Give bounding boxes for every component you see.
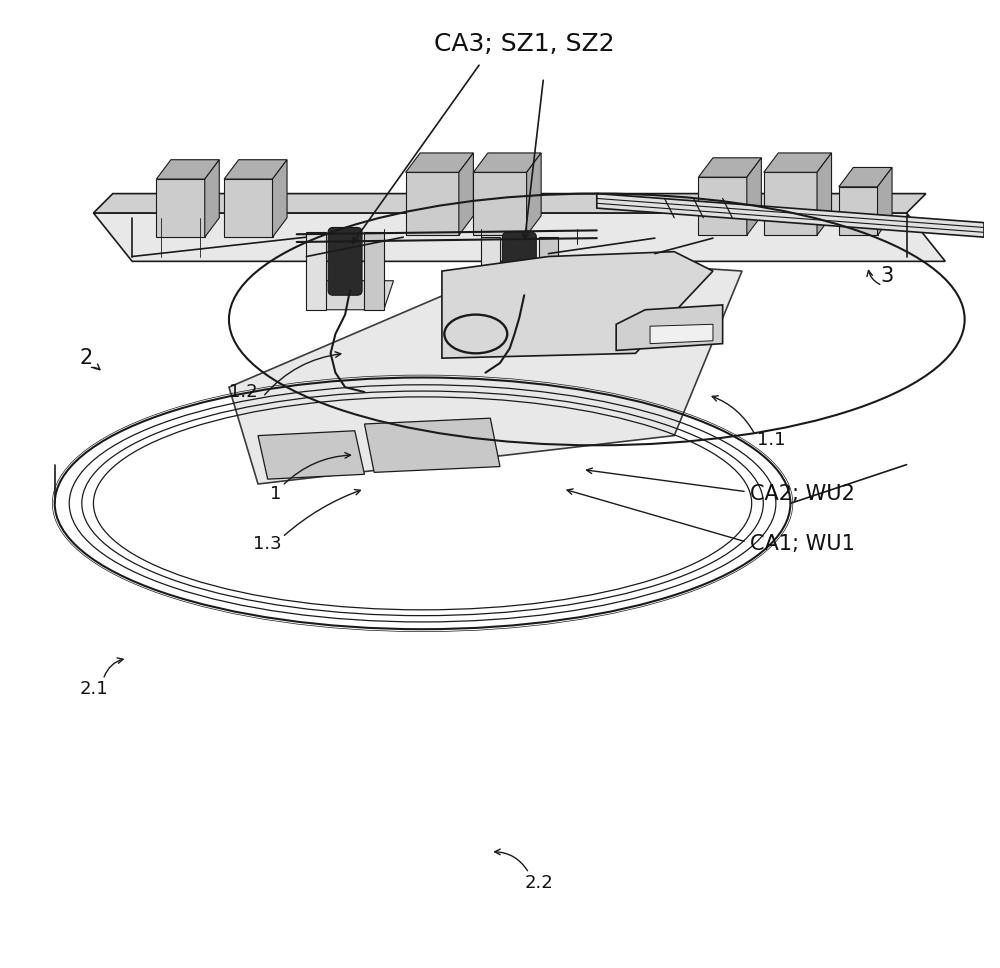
Polygon shape [224, 179, 273, 237]
Polygon shape [597, 194, 984, 237]
Text: 2: 2 [79, 348, 92, 368]
Polygon shape [817, 153, 832, 235]
Polygon shape [258, 431, 364, 479]
Polygon shape [764, 172, 817, 235]
Polygon shape [205, 160, 219, 237]
Text: 2.1: 2.1 [79, 681, 108, 698]
Polygon shape [839, 187, 878, 235]
Polygon shape [229, 261, 742, 484]
Polygon shape [698, 158, 761, 177]
Polygon shape [473, 172, 527, 235]
FancyBboxPatch shape [502, 232, 536, 300]
Polygon shape [406, 172, 459, 235]
Polygon shape [224, 160, 287, 179]
Text: 1.1: 1.1 [757, 432, 785, 449]
Polygon shape [93, 213, 945, 261]
Polygon shape [481, 286, 568, 315]
Polygon shape [764, 153, 832, 172]
Polygon shape [527, 153, 541, 235]
Polygon shape [364, 418, 500, 472]
Polygon shape [364, 232, 384, 310]
Text: 2.2: 2.2 [524, 874, 553, 892]
Polygon shape [878, 167, 892, 235]
Polygon shape [616, 305, 723, 350]
Text: CA3; SZ1, SZ2: CA3; SZ1, SZ2 [434, 32, 615, 55]
Polygon shape [473, 153, 541, 172]
Text: 1.2: 1.2 [229, 383, 258, 401]
FancyBboxPatch shape [328, 227, 362, 295]
Polygon shape [306, 281, 394, 310]
Polygon shape [273, 160, 287, 237]
Polygon shape [93, 194, 926, 213]
Text: CA2; WU2: CA2; WU2 [750, 484, 855, 503]
Polygon shape [442, 252, 713, 358]
Text: 1: 1 [270, 485, 281, 502]
Polygon shape [747, 158, 761, 235]
Polygon shape [539, 237, 558, 315]
Polygon shape [698, 177, 747, 235]
Polygon shape [459, 153, 473, 235]
Polygon shape [306, 232, 326, 310]
Text: 3: 3 [881, 266, 894, 286]
Polygon shape [406, 153, 473, 172]
Polygon shape [481, 237, 500, 315]
Polygon shape [156, 179, 205, 237]
Polygon shape [156, 160, 219, 179]
Polygon shape [839, 167, 892, 187]
Text: 1.3: 1.3 [253, 535, 282, 553]
Text: CA1; WU1: CA1; WU1 [750, 534, 855, 554]
Polygon shape [650, 324, 713, 344]
